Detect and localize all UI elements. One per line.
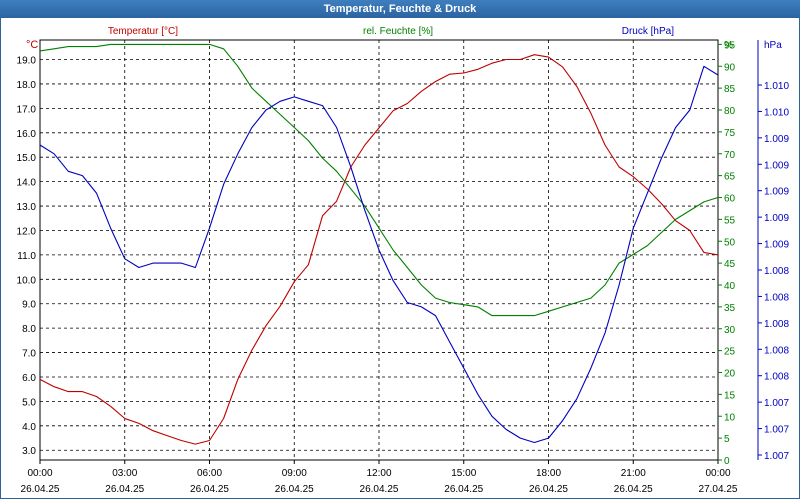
pressure-tick-label: 1.009 [764,160,789,171]
grid [40,40,718,460]
x-tick-date: 26.04.25 [444,484,483,495]
pressure-tick-label: 1.007 [764,398,789,409]
temperature-series-line [39,54,719,445]
x-tick-date: 26.04.25 [360,484,399,495]
pressure-tick-label: 1.008 [764,319,789,330]
humidity-tick-label: 70 [724,150,736,161]
temperature-tick-label: 6.0 [22,373,36,384]
humidity-tick-label: 0 [724,456,730,467]
humidity-tick-label: 30 [724,325,736,336]
pressure-tick-label: 1.009 [764,134,789,145]
x-tick-time: 06:00 [197,468,222,479]
x-tick-date: 26.04.25 [275,484,314,495]
pressure-tick-label: 1.008 [764,372,789,383]
humidity-tick-label: 40 [724,281,736,292]
temperature-tick-label: 12.0 [17,226,37,237]
humidity-tick-label: 45 [724,259,736,270]
humidity-tick-label: 80 [724,106,736,117]
x-tick-date: 27.04.25 [699,484,738,495]
humidity-tick-label: 55 [724,215,736,226]
temperature-tick-label: 4.0 [22,422,36,433]
axes [39,39,762,464]
pressure-tick-label: 1.008 [764,266,789,277]
temperature-tick-label: 14.0 [17,178,37,189]
x-tick-time: 03:00 [112,468,137,479]
humidity-tick-label: 25 [724,347,736,358]
axis-labels: 3.0 4.0 5.0 6.0 7.0 8.0 9.0 10.0 11.0 12.0 13.0 14.… [17,26,790,495]
temperature-tick-label: 13.0 [17,202,37,213]
humidity-tick-label: 95 [724,40,736,51]
humidity-series-title: rel. Feuchte [%] [363,26,433,37]
x-tick-date: 26.04.25 [529,484,568,495]
x-tick-time: 15:00 [451,468,476,479]
pressure-tick-label: 1.007 [764,425,789,436]
temperature-tick-label: 3.0 [22,446,36,457]
humidity-unit-label: % [724,40,733,51]
temperature-tick-label: 7.0 [22,349,36,360]
x-tick-time: 21:00 [621,468,646,479]
window-title: Temperatur, Feuchte & Druck [0,0,800,18]
temperature-tick-label: 8.0 [22,324,36,335]
x-tick-time: 18:00 [536,468,561,479]
x-tick-date: 26.04.25 [190,484,229,495]
humidity-tick-label: 65 [724,172,736,183]
pressure-tick-label: 1.007 [764,451,789,462]
x-tick-time: 12:00 [366,468,391,479]
humidity-tick-label: 90 [724,62,736,73]
temperature-tick-label: 11.0 [17,251,36,262]
humidity-tick-label: 50 [724,237,736,248]
humidity-tick-label: 75 [724,128,736,139]
temperature-tick-label: 10.0 [17,275,37,286]
humidity-tick-label: 5 [724,434,730,445]
temperature-tick-label: 9.0 [22,300,36,311]
series-lines [39,43,719,445]
pressure-tick-label: 1.009 [764,240,789,251]
x-tick-date: 26.04.25 [614,484,653,495]
temperature-unit-label: °C [26,39,38,51]
pressure-tick-label: 1.008 [764,292,789,303]
humidity-tick-label: 15 [724,390,736,401]
pressure-series-line [39,65,719,444]
x-tick-time: 00:00 [705,468,730,479]
pressure-unit-label: hPa [764,40,782,51]
pressure-tick-label: 1.010 [764,81,789,92]
temperature-tick-label: 5.0 [22,397,36,408]
temperature-tick-label: 17.0 [17,104,37,115]
temperature-tick-label: 19.0 [17,56,37,67]
pressure-tick-label: 1.008 [764,345,789,356]
x-tick-time: 00:00 [27,468,52,479]
humidity-tick-label: 35 [724,303,736,314]
pressure-tick-label: 1.010 [764,107,789,118]
humidity-tick-label: 10 [724,412,736,423]
x-tick-time: 09:00 [282,468,307,479]
x-tick-date: 26.04.25 [105,484,144,495]
pressure-tick-label: 1.009 [764,187,789,198]
temperature-series-title: Temperatur [°C] [108,26,178,37]
humidity-series-line [39,43,719,317]
pressure-series-title: Druck [hPa] [622,26,674,37]
pressure-tick-label: 1.009 [764,213,789,224]
humidity-tick-label: 60 [724,194,736,205]
temperature-tick-label: 15.0 [17,153,37,164]
humidity-tick-label: 85 [724,84,736,95]
x-tick-date: 26.04.25 [21,484,60,495]
humidity-tick-label: 20 [724,369,736,380]
temperature-tick-label: 18.0 [17,80,37,91]
temperature-tick-label: 16.0 [17,129,37,140]
